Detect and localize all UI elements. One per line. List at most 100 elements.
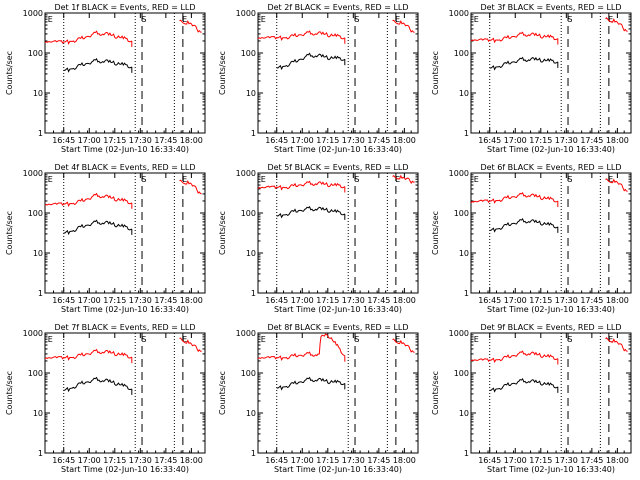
chart-svg: Det 7f BLACK = Events, RED = LLD 1000 100 1… bbox=[5, 323, 206, 474]
events-series-line bbox=[63, 58, 133, 73]
x-tick-label: 17:15 bbox=[316, 136, 339, 145]
plot-frame bbox=[470, 12, 632, 134]
chart-svg: Det 8f BLACK = Events, RED = LLD 1000 100 1… bbox=[218, 323, 419, 474]
marker-label: S bbox=[354, 175, 359, 184]
marker-label: E bbox=[261, 175, 266, 184]
x-tick-label: 17:15 bbox=[103, 296, 126, 305]
chart-svg: Det 3f BLACK = Events, RED = LLD 1000 100 1… bbox=[431, 3, 632, 154]
x-tick-label: 17:00 bbox=[504, 136, 527, 145]
marker-label: S bbox=[567, 175, 572, 184]
plot-frame bbox=[257, 12, 419, 134]
lld-series-line bbox=[470, 191, 559, 204]
x-tick-label: 17:15 bbox=[316, 456, 339, 465]
marker-label: E bbox=[395, 15, 400, 24]
y-tick-label: 100 bbox=[454, 369, 469, 378]
marker-label: E bbox=[261, 15, 266, 24]
y-tick-label: 10 bbox=[246, 409, 256, 418]
x-tick-label: 17:45 bbox=[367, 136, 390, 145]
marker-label: S bbox=[354, 15, 359, 24]
x-tick-label: 18:00 bbox=[606, 136, 629, 145]
y-tick-label: 1000 bbox=[449, 9, 469, 18]
y-tick-label: 10 bbox=[33, 249, 43, 258]
chart-title: Det 6f BLACK = Events, RED = LLD bbox=[480, 163, 621, 172]
lld-series-line bbox=[257, 30, 346, 42]
y-tick-label: 1000 bbox=[449, 329, 469, 338]
detector-panel: Det 7f BLACK = Events, RED = LLD 1000 100 1… bbox=[0, 320, 213, 480]
marker-label: E bbox=[48, 335, 53, 344]
y-axis-label: Counts/sec bbox=[5, 211, 14, 255]
y-tick-label: 1 bbox=[38, 449, 43, 458]
y-axis-label: Counts/sec bbox=[5, 371, 14, 415]
x-axis-label: Start Time (02-Jun-10 16:33:40) bbox=[61, 145, 189, 154]
x-axis-label: Start Time (02-Jun-10 16:33:40) bbox=[274, 465, 402, 474]
plot-frame bbox=[44, 332, 206, 454]
y-axis-label: Counts/sec bbox=[5, 51, 14, 95]
chart-title: Det 9f BLACK = Events, RED = LLD bbox=[480, 323, 621, 332]
x-tick-label: 17:30 bbox=[555, 136, 578, 145]
plot-frame bbox=[44, 12, 206, 134]
marker-label: E bbox=[395, 335, 400, 344]
y-axis-label: Counts/sec bbox=[431, 51, 440, 95]
x-tick-label: 17:00 bbox=[78, 456, 101, 465]
x-tick-label: 17:45 bbox=[580, 136, 603, 145]
x-tick-label: 17:45 bbox=[580, 296, 603, 305]
marker-label: E bbox=[182, 15, 187, 24]
y-tick-label: 1 bbox=[251, 449, 256, 458]
marker-label: E bbox=[48, 15, 53, 24]
events-series-line bbox=[489, 218, 559, 233]
x-tick-label: 17:15 bbox=[529, 456, 552, 465]
marker-label: E bbox=[182, 335, 187, 344]
x-tick-label: 17:00 bbox=[504, 456, 527, 465]
x-tick-label: 18:00 bbox=[180, 296, 203, 305]
lld-series-line bbox=[179, 337, 202, 353]
x-axis-label: Start Time (02-Jun-10 16:33:40) bbox=[61, 465, 189, 474]
x-tick-label: 18:00 bbox=[606, 296, 629, 305]
events-series-line bbox=[276, 206, 346, 219]
x-tick-label: 17:30 bbox=[555, 296, 578, 305]
y-tick-label: 10 bbox=[246, 249, 256, 258]
marker-label: E bbox=[395, 175, 400, 184]
y-tick-label: 1 bbox=[38, 289, 43, 298]
y-tick-label: 100 bbox=[28, 209, 43, 218]
x-tick-label: 17:30 bbox=[342, 136, 365, 145]
y-tick-label: 1000 bbox=[236, 169, 256, 178]
chart-svg: Det 1f BLACK = Events, RED = LLD 1000 100 1… bbox=[5, 3, 206, 154]
y-tick-label: 100 bbox=[28, 49, 43, 58]
lld-series-line bbox=[605, 337, 628, 352]
y-axis-label: Counts/sec bbox=[218, 211, 227, 255]
lld-series-line bbox=[44, 348, 133, 361]
y-tick-label: 100 bbox=[241, 49, 256, 58]
detector-panel: Det 3f BLACK = Events, RED = LLD 1000 100 1… bbox=[426, 0, 639, 160]
lld-series-line bbox=[470, 31, 559, 44]
marker-label: E bbox=[608, 175, 613, 184]
x-tick-label: 18:00 bbox=[606, 456, 629, 465]
y-tick-label: 10 bbox=[459, 409, 469, 418]
lld-series-line bbox=[179, 179, 202, 195]
x-tick-label: 17:45 bbox=[367, 296, 390, 305]
marker-label: E bbox=[48, 175, 53, 184]
x-tick-label: 17:00 bbox=[504, 296, 527, 305]
marker-label: E bbox=[261, 335, 266, 344]
plot-frame bbox=[44, 172, 206, 294]
x-axis-label: Start Time (02-Jun-10 16:33:40) bbox=[487, 305, 615, 314]
x-tick-label: 16:45 bbox=[52, 136, 75, 145]
y-tick-label: 10 bbox=[459, 249, 469, 258]
y-tick-label: 1000 bbox=[23, 9, 43, 18]
y-axis-label: Counts/sec bbox=[431, 371, 440, 415]
x-tick-label: 18:00 bbox=[393, 296, 416, 305]
chart-title: Det 3f BLACK = Events, RED = LLD bbox=[480, 3, 621, 12]
y-tick-label: 1000 bbox=[23, 329, 43, 338]
plot-frame bbox=[257, 172, 419, 294]
y-tick-label: 10 bbox=[33, 89, 43, 98]
detector-panel: Det 5f BLACK = Events, RED = LLD 1000 100 1… bbox=[213, 160, 426, 320]
x-tick-label: 17:45 bbox=[154, 296, 177, 305]
x-tick-label: 16:45 bbox=[52, 296, 75, 305]
lld-series-line bbox=[470, 350, 559, 364]
x-tick-label: 16:45 bbox=[265, 136, 288, 145]
y-tick-label: 100 bbox=[241, 209, 256, 218]
x-axis-label: Start Time (02-Jun-10 16:33:40) bbox=[61, 305, 189, 314]
x-axis-label: Start Time (02-Jun-10 16:33:40) bbox=[274, 145, 402, 154]
x-tick-label: 16:45 bbox=[478, 456, 501, 465]
chart-title: Det 7f BLACK = Events, RED = LLD bbox=[54, 323, 195, 332]
